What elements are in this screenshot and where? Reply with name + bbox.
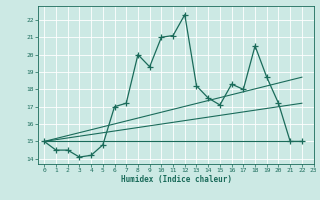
X-axis label: Humidex (Indice chaleur): Humidex (Indice chaleur) bbox=[121, 175, 231, 184]
